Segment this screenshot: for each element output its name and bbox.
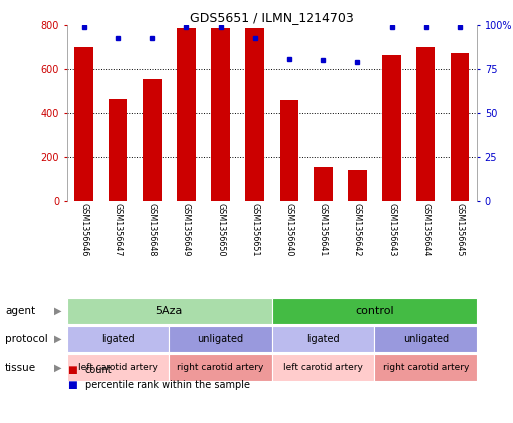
Text: GSM1356647: GSM1356647 <box>113 203 123 257</box>
Bar <box>109 99 127 201</box>
Bar <box>169 326 272 352</box>
Text: right carotid artery: right carotid artery <box>383 363 469 372</box>
Text: tissue: tissue <box>5 363 36 373</box>
Bar <box>314 167 332 201</box>
Bar <box>382 55 401 201</box>
Text: left carotid artery: left carotid artery <box>78 363 158 372</box>
Title: GDS5651 / ILMN_1214703: GDS5651 / ILMN_1214703 <box>190 11 354 24</box>
Text: GSM1356648: GSM1356648 <box>148 203 156 257</box>
Text: ▶: ▶ <box>54 334 61 344</box>
Text: protocol: protocol <box>5 334 48 344</box>
Text: unligated: unligated <box>198 334 244 344</box>
Bar <box>272 354 374 381</box>
Text: ▶: ▶ <box>54 363 61 373</box>
Text: percentile rank within the sample: percentile rank within the sample <box>85 380 250 390</box>
Text: unligated: unligated <box>403 334 449 344</box>
Bar <box>280 100 299 201</box>
Bar <box>245 27 264 201</box>
Text: ■: ■ <box>67 365 76 375</box>
Bar <box>211 27 230 201</box>
Bar <box>450 53 469 201</box>
Text: ▶: ▶ <box>54 306 61 316</box>
Text: control: control <box>355 306 394 316</box>
Text: GSM1356649: GSM1356649 <box>182 203 191 257</box>
Text: ligated: ligated <box>306 334 340 344</box>
Text: ligated: ligated <box>101 334 135 344</box>
Text: GSM1356646: GSM1356646 <box>80 203 88 257</box>
Bar <box>417 47 435 201</box>
Bar <box>67 354 169 381</box>
Text: ■: ■ <box>67 380 76 390</box>
Bar <box>67 298 272 324</box>
Text: 5Aza: 5Aza <box>155 306 183 316</box>
Bar <box>272 326 374 352</box>
Text: GSM1356643: GSM1356643 <box>387 203 396 257</box>
Bar <box>67 326 169 352</box>
Text: count: count <box>85 365 112 375</box>
Text: GSM1356650: GSM1356650 <box>216 203 225 257</box>
Bar <box>143 79 162 201</box>
Bar <box>348 170 367 201</box>
Text: GSM1356642: GSM1356642 <box>353 203 362 257</box>
Text: GSM1356641: GSM1356641 <box>319 203 328 257</box>
Text: agent: agent <box>5 306 35 316</box>
Bar <box>272 298 477 324</box>
Text: right carotid artery: right carotid artery <box>177 363 264 372</box>
Text: GSM1356651: GSM1356651 <box>250 203 259 257</box>
Text: left carotid artery: left carotid artery <box>283 363 363 372</box>
Bar <box>374 326 477 352</box>
Bar <box>374 354 477 381</box>
Text: GSM1356640: GSM1356640 <box>285 203 293 257</box>
Bar <box>169 354 272 381</box>
Text: GSM1356645: GSM1356645 <box>456 203 464 257</box>
Bar <box>177 27 196 201</box>
Text: GSM1356644: GSM1356644 <box>421 203 430 257</box>
Bar <box>74 47 93 201</box>
